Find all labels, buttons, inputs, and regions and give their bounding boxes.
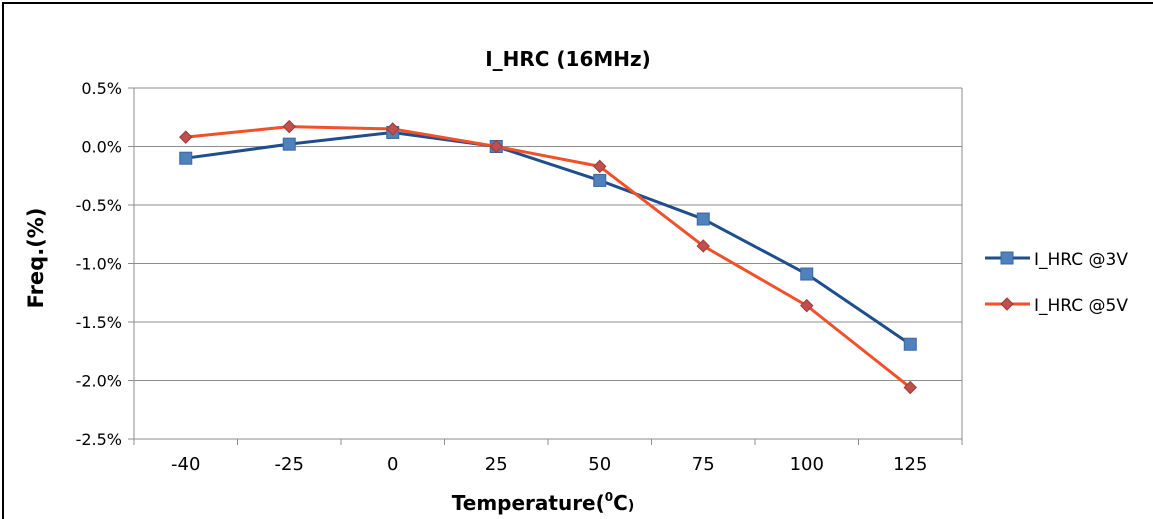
x-tick-label: 100: [790, 454, 824, 475]
data-point-diamond: [386, 122, 400, 136]
x-tick-label: -25: [275, 454, 304, 475]
data-point-diamond: [593, 159, 607, 174]
data-point-square: [593, 173, 607, 187]
data-point-diamond: [903, 380, 917, 395]
x-tick-label: 75: [692, 454, 715, 475]
data-point-square: [282, 137, 296, 151]
data-point-square: [903, 337, 917, 351]
data-point-diamond: [800, 298, 814, 313]
x-tick-label: 125: [893, 454, 927, 475]
x-tick-label: 0: [387, 454, 398, 475]
y-tick-label: -1.0%: [76, 255, 122, 274]
x-axis-title-main: Temperature(: [452, 491, 605, 515]
y-tick-label: -0.5%: [76, 196, 122, 215]
chart-title: I_HRC (16MHz): [485, 47, 651, 71]
y-tick-labels: 0.5% 0.0% -0.5% -1.0% -1.5% -2.0% -2.5%: [76, 79, 122, 449]
x-axis-title-superscript: 0: [605, 490, 613, 504]
data-point-diamond: [282, 119, 296, 134]
x-axis-title-unit: C: [613, 491, 628, 515]
data-point-diamond: [179, 130, 193, 144]
y-tick-label: 0.5%: [81, 79, 122, 98]
series-line: [185, 125, 912, 389]
y-tick-label: -2.5%: [76, 430, 122, 449]
series-layer: [179, 119, 917, 395]
legend-marker-diamond: [1000, 297, 1014, 311]
x-axis-title-paren: ): [628, 498, 634, 514]
legend-item: I_HRC @5V: [985, 296, 1128, 316]
axes: [128, 87, 963, 445]
y-tick-label: 0.0%: [81, 138, 122, 157]
series-1: [179, 125, 917, 351]
legend-label: I_HRC @3V: [1034, 250, 1128, 270]
series-line: [185, 130, 912, 346]
data-point-square: [696, 212, 710, 226]
y-tick-label: -2.0%: [76, 372, 122, 391]
legend: I_HRC @3V I_HRC @5V: [985, 250, 1128, 316]
x-axis-title: Temperature(0C): [452, 490, 634, 515]
data-point-square: [179, 151, 193, 165]
data-point-diamond: [489, 139, 503, 154]
series-2: [179, 119, 917, 395]
legend-item: I_HRC @3V: [985, 250, 1128, 270]
data-point-square: [800, 267, 814, 281]
y-tick-label: -1.5%: [76, 313, 122, 332]
x-tick-labels: -40 -25 0 25 50 75 100 125: [171, 454, 927, 475]
y-axis-title: Freq.(%): [24, 208, 48, 309]
legend-label: I_HRC @5V: [1034, 296, 1128, 316]
data-point-diamond: [696, 239, 710, 253]
legend-marker-square: [1000, 251, 1014, 265]
x-tick-label: 50: [588, 454, 611, 475]
x-tick-label: 25: [485, 454, 508, 475]
x-tick-label: -40: [171, 454, 200, 475]
grid-lines: [134, 87, 962, 440]
